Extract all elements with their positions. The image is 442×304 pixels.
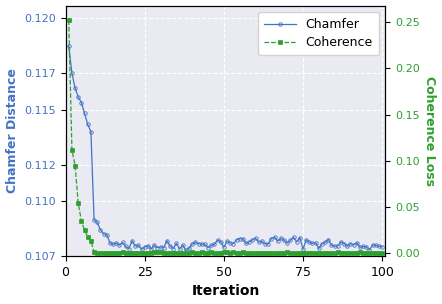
Coherence	[110, 252, 116, 255]
Coherence	[367, 251, 372, 255]
Chamfer	[380, 245, 385, 249]
X-axis label: Iteration: Iteration	[191, 285, 259, 299]
Chamfer	[367, 248, 372, 252]
Chamfer	[256, 240, 261, 244]
Chamfer	[66, 44, 72, 48]
Chamfer	[231, 242, 236, 245]
Coherence	[142, 251, 147, 255]
Chamfer	[357, 246, 362, 249]
Line: Coherence: Coherence	[67, 18, 384, 255]
Y-axis label: Chamfer Distance: Chamfer Distance	[6, 68, 19, 193]
Coherence	[357, 250, 362, 254]
Coherence	[380, 252, 385, 255]
Coherence	[231, 250, 236, 254]
Line: Chamfer: Chamfer	[67, 44, 384, 252]
Chamfer	[183, 249, 189, 252]
Chamfer	[126, 247, 132, 250]
Coherence	[130, 252, 135, 255]
Chamfer	[139, 247, 144, 251]
Coherence	[256, 251, 261, 255]
Y-axis label: Coherence Loss: Coherence Loss	[423, 76, 436, 186]
Coherence	[66, 19, 72, 22]
Legend: Chamfer, Coherence: Chamfer, Coherence	[258, 12, 379, 55]
